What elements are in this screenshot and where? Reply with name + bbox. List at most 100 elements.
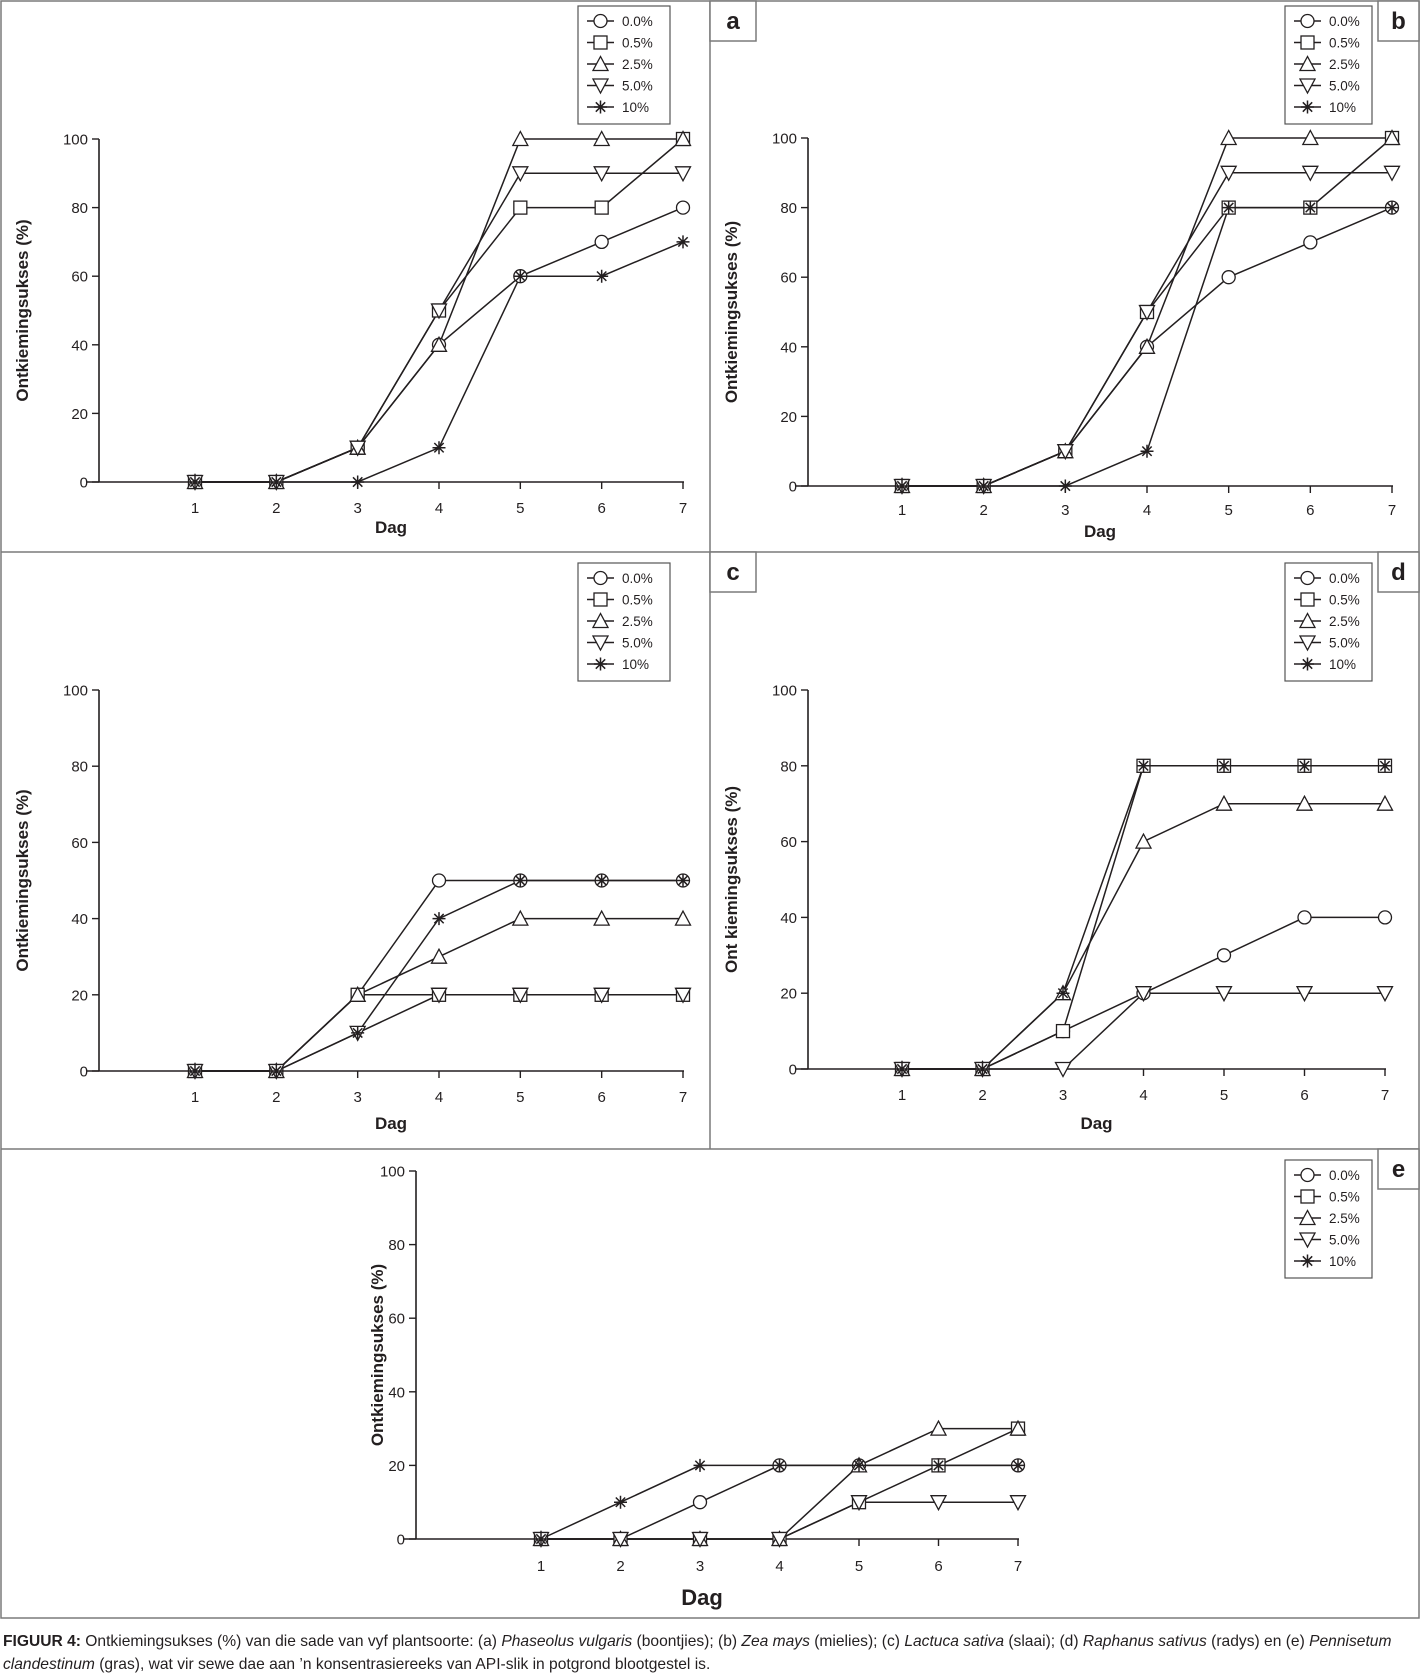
data-point-asterisk — [595, 269, 609, 283]
legend-label: 2.5% — [622, 614, 653, 629]
x-tick-label: 7 — [679, 500, 687, 517]
legend: 0.0% 0.5% 2.5% 5.0% 10% — [577, 5, 671, 125]
legend-marker-triangle-down — [1298, 78, 1317, 95]
caption-text-segment: Ontkiemingsukses (%) van die sade van vy… — [80, 1633, 502, 1650]
legend-box — [1284, 5, 1373, 125]
legend-label: 0.0% — [622, 571, 653, 586]
legend-label: 2.5% — [1329, 1211, 1360, 1226]
data-point-asterisk — [432, 441, 446, 455]
data-point-triangle-down — [1295, 986, 1314, 1003]
x-tick-label: 1 — [191, 500, 199, 517]
data-point-asterisk — [977, 479, 991, 493]
legend-marker-square — [1300, 1189, 1315, 1204]
legend-item: 5.0% — [1294, 635, 1360, 652]
data-point-asterisk — [1140, 444, 1154, 458]
data-point-triangle-down — [430, 987, 448, 1004]
data-point-circle — [1303, 235, 1318, 250]
data-point-asterisk — [432, 912, 446, 926]
caption-species-name: Lactuca sativa — [904, 1633, 1005, 1650]
legend-item: 10% — [587, 657, 649, 672]
data-point-circle — [1216, 948, 1232, 963]
caption-species-name: Zea mays — [741, 1633, 810, 1650]
series-markers-5-0- — [893, 165, 1401, 495]
panel-letter-text: a — [726, 8, 740, 35]
legend-label: 2.5% — [1329, 57, 1360, 72]
x-tick-label: 2 — [272, 500, 280, 517]
data-point-triangle-up — [349, 985, 367, 1002]
caption-species-name: Pennisetum clandestinum — [3, 1633, 1392, 1673]
legend-label: 5.0% — [1329, 636, 1360, 651]
legend-label: 0.0% — [622, 14, 653, 29]
series-5-0- — [195, 994, 683, 1072]
panel-letter-box — [1377, 551, 1420, 593]
data-point-triangle-down — [430, 303, 448, 320]
data-point-triangle-up — [593, 130, 611, 147]
chart-panel-b: 0 20 40 60 80 100 1 2 3 4 5 6 7 Dag Ontkiemingsukses (… — [722, 0, 1420, 541]
legend-marker-asterisk — [1301, 100, 1314, 114]
legend-label: 0.0% — [1329, 571, 1360, 586]
legend-label: 10% — [622, 657, 649, 672]
legend: 0.0% 0.5% 2.5% 5.0% 10% — [1284, 1159, 1373, 1279]
legend-label: 0.5% — [1329, 36, 1360, 51]
x-tick-label: 7 — [1388, 502, 1396, 519]
data-point-triangle-up — [674, 130, 692, 147]
legend-label: 10% — [1329, 100, 1356, 115]
panel-letter-box — [1377, 0, 1420, 42]
y-tick-label: 80 — [71, 759, 88, 776]
data-point-asterisk — [1058, 479, 1072, 493]
data-point-triangle-down — [593, 987, 611, 1004]
y-axis-title: Ontkiemingsukses (%) — [13, 789, 32, 971]
data-point-square — [594, 200, 609, 215]
series-markers-5-0- — [186, 166, 692, 491]
data-point-triangle-down — [770, 1531, 789, 1548]
data-point-asterisk — [188, 475, 202, 489]
data-point-asterisk — [1378, 759, 1392, 773]
y-tick-label: 80 — [780, 758, 797, 775]
legend-label: 0.0% — [1329, 1168, 1360, 1183]
x-tick-label: 6 — [597, 1089, 605, 1106]
x-tick-label: 3 — [353, 1089, 361, 1106]
legend-item: 0.0% — [1294, 1167, 1360, 1183]
caption-label: FIGUUR 4: — [3, 1633, 81, 1650]
data-point-asterisk — [1056, 986, 1070, 1000]
y-tick-label: 100 — [63, 132, 88, 149]
legend: 0.0% 0.5% 2.5% 5.0% 10% — [1284, 5, 1373, 125]
legend-label: 10% — [1329, 1254, 1356, 1269]
y-axis-title: Ontkiemingsukses (%) — [722, 221, 741, 403]
legend-item: 5.0% — [587, 635, 653, 652]
legend-marker-triangle-down — [1298, 635, 1317, 652]
panel-letter-text: e — [1392, 1156, 1405, 1183]
legend-label: 5.0% — [622, 636, 653, 651]
y-tick-label: 60 — [71, 269, 88, 286]
y-tick-label: 40 — [780, 910, 797, 927]
legend-marker-circle — [1300, 13, 1315, 29]
legend-item: 0.5% — [587, 592, 653, 608]
data-point-triangle-down — [691, 1531, 709, 1548]
legend-marker-square — [1300, 35, 1315, 50]
series-2-5- — [541, 1427, 1018, 1540]
legend: 0.0% 0.5% 2.5% 5.0% 10% — [1284, 562, 1373, 682]
legend-item: 2.5% — [587, 612, 653, 629]
data-point-triangle-down — [1009, 1495, 1027, 1512]
x-tick-label: 3 — [696, 1558, 704, 1575]
legend-item: 2.5% — [587, 55, 653, 72]
data-point-triangle-down — [511, 166, 529, 183]
y-axis-title: Ontkiemingsukses (%) — [368, 1264, 387, 1446]
caption-text-segment: (radys) en (e) — [1206, 1633, 1310, 1650]
data-point-asterisk — [1011, 1458, 1025, 1472]
legend-label: 0.0% — [1329, 14, 1360, 29]
data-point-asterisk — [852, 1458, 866, 1472]
figure-caption: FIGUUR 4: Ontkiemingsukses (%) van die s… — [3, 1630, 1417, 1676]
panel-letter-c: c — [709, 551, 757, 593]
data-point-circle — [431, 873, 447, 888]
data-point-circle — [1221, 270, 1236, 285]
data-point-asterisk — [614, 1495, 627, 1509]
data-point-triangle-down — [1215, 986, 1233, 1003]
legend-label: 5.0% — [622, 79, 653, 94]
x-tick-label: 4 — [775, 1558, 783, 1575]
x-tick-label: 5 — [516, 500, 524, 517]
panel-letter-box — [709, 0, 757, 42]
series-markers-2-5- — [893, 794, 1394, 1077]
x-tick-label: 1 — [898, 1087, 906, 1104]
data-point-circle — [692, 1495, 708, 1510]
